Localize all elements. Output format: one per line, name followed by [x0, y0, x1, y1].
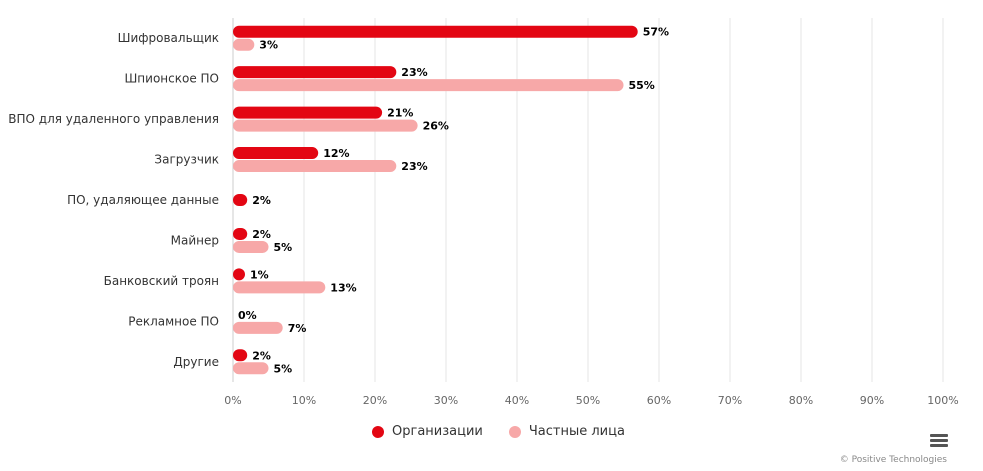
bar-organizations: [233, 268, 245, 281]
category-label: Банковский троян: [104, 274, 219, 288]
data-label-individuals: 7%: [288, 322, 307, 335]
x-tick-label-30: 30%: [434, 394, 458, 407]
data-label-organizations: 57%: [643, 26, 669, 39]
data-label-organizations: 21%: [387, 107, 413, 120]
category-label: Майнер: [171, 233, 219, 247]
x-tick-label-10: 10%: [292, 394, 316, 407]
legend-dot-individuals: [508, 425, 521, 438]
data-label-individuals: 23%: [401, 160, 427, 173]
category-label: ПО, удаляющее данные: [67, 193, 219, 207]
legend-label-organizations: Организации: [392, 424, 483, 439]
bar-individuals: [233, 119, 418, 132]
x-tick-label-0: 0%: [224, 394, 241, 407]
x-tick-label-40: 40%: [505, 394, 529, 407]
category-label: Загрузчик: [154, 153, 219, 167]
data-label-organizations: 2%: [252, 228, 271, 241]
bar-organizations: [233, 66, 397, 79]
x-tick-label-80: 80%: [789, 394, 813, 407]
bar-organizations: [233, 194, 248, 206]
legend: Организации Частные лица: [372, 424, 625, 439]
bar-individuals: [233, 362, 269, 375]
data-label-individuals: 3%: [259, 39, 278, 52]
bar-organizations: [233, 147, 319, 160]
bar-individuals: [233, 79, 624, 92]
bar-organizations: [233, 349, 248, 362]
legend-dot-organizations: [372, 425, 384, 438]
data-label-individuals: 55%: [629, 79, 655, 92]
data-label-organizations: 2%: [252, 194, 271, 207]
x-tick-label-100: 100%: [927, 394, 958, 407]
bar-individuals: [233, 38, 255, 51]
bar-organizations: [233, 106, 383, 119]
data-label-organizations: 2%: [252, 349, 271, 362]
legend-item-individuals[interactable]: Частные лица: [508, 424, 625, 439]
x-tick-label-50: 50%: [576, 394, 600, 407]
data-label-individuals: 5%: [274, 241, 293, 254]
legend-item-organizations[interactable]: Организации: [372, 424, 483, 439]
x-tick-label-70: 70%: [718, 394, 742, 407]
data-label-organizations: 0%: [238, 309, 257, 322]
bar-organizations: [233, 227, 248, 240]
x-tick-label-60: 60%: [647, 394, 671, 407]
bar-organizations: [233, 25, 638, 38]
data-label-organizations: 1%: [250, 268, 269, 281]
legend-label-individuals: Частные лица: [528, 424, 625, 439]
data-label-individuals: 13%: [330, 281, 356, 294]
hamburger-menu-icon[interactable]: [930, 434, 948, 448]
x-tick-label-90: 90%: [860, 394, 884, 407]
data-label-organizations: 12%: [323, 147, 349, 160]
data-label-individuals: 5%: [274, 362, 293, 375]
category-label: Шпионское ПО: [124, 72, 219, 86]
data-label-individuals: 26%: [423, 120, 449, 133]
category-label: Рекламное ПО: [128, 314, 219, 328]
bar-individuals: [233, 240, 269, 253]
data-label-organizations: 23%: [401, 66, 427, 79]
category-label: ВПО для удаленного управления: [8, 112, 219, 126]
bar-individuals: [233, 160, 397, 173]
x-tick-label-20: 20%: [363, 394, 387, 407]
bar-individuals: [233, 321, 283, 334]
category-label: Другие: [173, 355, 219, 369]
bar-individuals: [233, 281, 326, 294]
credits-text[interactable]: © Positive Technologies: [839, 455, 947, 465]
category-label: Шифровальщик: [118, 31, 219, 45]
